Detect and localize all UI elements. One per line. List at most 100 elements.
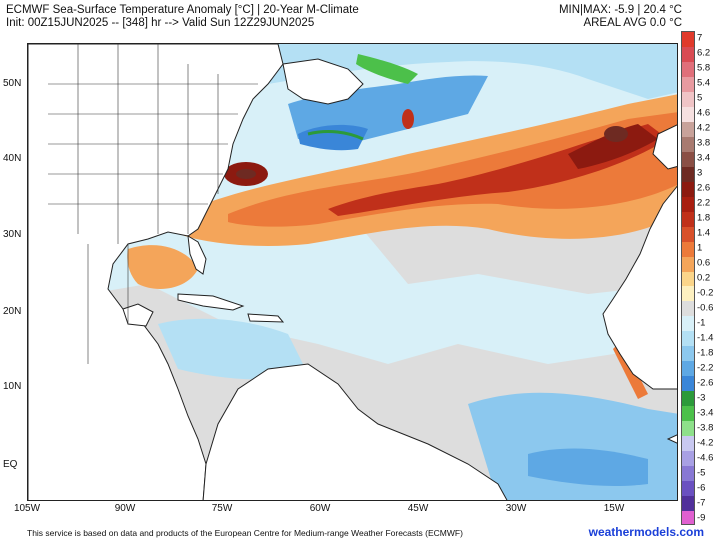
- lat-label-10n: 10N: [3, 381, 22, 392]
- colorbar-segment: [682, 136, 694, 152]
- gulf-of-guinea-coast: [666, 434, 677, 444]
- cold-anomaly-contour: [307, 130, 364, 141]
- lon-label-90w: 90W: [114, 503, 136, 514]
- colorbar-tick-label: 3: [697, 167, 703, 179]
- colorbar-tick-label: -5: [697, 467, 706, 479]
- south-atlantic-cool-core: [528, 448, 648, 487]
- gulf-of-mexico-warm: [127, 245, 198, 289]
- colorbar-segment: [682, 421, 694, 437]
- colorbar-segment: [682, 256, 694, 272]
- cuba-island: [177, 293, 245, 311]
- colorbar-segment: [682, 46, 694, 62]
- lat-label-40n: 40N: [3, 153, 22, 164]
- colorbar-tick-label: 0.6: [697, 257, 711, 269]
- iberian-peninsula: [652, 124, 677, 170]
- colorbar-segment: [682, 226, 694, 242]
- colorbar-segment: [682, 511, 694, 524]
- colorbar-segment: [682, 406, 694, 422]
- colorbar-tick-label: -3.4: [697, 407, 714, 419]
- colorbar-segment: [682, 346, 694, 362]
- colorbar-segment: [682, 466, 694, 482]
- colorbar-segment: [682, 496, 694, 511]
- colorbar-tick-label: 3.4: [697, 152, 711, 164]
- north-america-landmass: [28, 44, 284, 500]
- south-atlantic-cool: [468, 392, 677, 500]
- brand-link[interactable]: weathermodels.com: [588, 525, 704, 539]
- colorbar-tick-label: -4.6: [697, 452, 714, 464]
- map-title: ECMWF Sea-Surface Temperature Anomaly [°…: [6, 4, 359, 16]
- colorbar-tick-label: -2.2: [697, 362, 714, 374]
- colorbar-tick-label: -4.2: [697, 437, 714, 449]
- state-borders: [48, 44, 258, 364]
- colorbar-segment: [682, 331, 694, 347]
- colorbar-tick-label: -6: [697, 482, 706, 494]
- map-canvas: [28, 44, 677, 500]
- colorbar-tick-label: 4.2: [697, 122, 711, 134]
- colorbar-segment: [682, 361, 694, 377]
- colorbar-tick-label: -0.2: [697, 287, 714, 299]
- colorbar-tick-label: 1.4: [697, 227, 711, 239]
- peak-warm-center: [604, 126, 628, 142]
- colorbar-tick-label: 1: [697, 242, 703, 254]
- colorbar-tick-label: -2.6: [697, 377, 714, 389]
- yucatan-peninsula: [122, 303, 154, 327]
- ecmwf-disclaimer: This service is based on data and produc…: [27, 528, 463, 538]
- sst-anomaly-map[interactable]: [27, 43, 678, 501]
- colorbar-segment: [682, 241, 694, 257]
- lat-label-30n: 30N: [3, 229, 22, 240]
- florida-peninsula: [187, 235, 207, 275]
- colorbar-tick-label: -9: [697, 512, 706, 523]
- colorbar-segment: [682, 436, 694, 452]
- colorbar-segment: [682, 32, 694, 47]
- colorbar-tick-label: 0.2: [697, 272, 711, 284]
- lon-label-75w: 75W: [211, 503, 233, 514]
- lon-label-30w: 30W: [505, 503, 527, 514]
- maritime-canada: [282, 58, 364, 105]
- africa-landmass: [602, 185, 677, 390]
- colorbar-tick-label: 2.6: [697, 182, 711, 194]
- colorbar-segment: [682, 196, 694, 212]
- map-subtitle-init-valid: Init: 00Z15JUN2025 -- [348] hr --> Valid…: [6, 17, 315, 29]
- colorbar-tick-label: 3.8: [697, 137, 711, 149]
- gulf-stream-warm-core: [236, 169, 256, 179]
- colorbar-tick-label: 5.8: [697, 62, 711, 74]
- lat-label-50n: 50N: [3, 78, 22, 89]
- warm-anomaly-core: [228, 112, 677, 227]
- colorbar-segment: [682, 106, 694, 122]
- colorbar-tick-label: -3: [697, 392, 706, 404]
- colorbar-segment: [682, 451, 694, 467]
- colorbar-tick-label: 7: [697, 32, 703, 44]
- colorbar-tick-label: -1.4: [697, 332, 714, 344]
- warm-eddy-north: [402, 109, 414, 129]
- colorbar-segment: [682, 376, 694, 392]
- colorbar-tick-label: -3.8: [697, 422, 714, 434]
- lon-label-105w: 105W: [13, 503, 41, 514]
- colorbar-segment: [682, 481, 694, 497]
- lat-label-20n: 20N: [3, 306, 22, 317]
- colorbar-tick-label: -0.6: [697, 302, 714, 314]
- colorbar-tick-label: -7: [697, 497, 706, 509]
- areal-avg-readout: AREAL AVG 0.0 °C: [583, 17, 682, 29]
- colorbar-tick-label: -1.8: [697, 347, 714, 359]
- colorbar-legend: [681, 31, 695, 525]
- colorbar-segment: [682, 271, 694, 287]
- minmax-readout: MIN|MAX: -5.9 | 20.4 °C: [558, 4, 682, 16]
- colorbar-segment: [682, 91, 694, 107]
- colorbar-tick-label: 5: [697, 92, 703, 104]
- lat-label-eq: EQ: [3, 459, 18, 470]
- colorbar-tick-label: 2.2: [697, 197, 711, 209]
- colorbar-segment: [682, 211, 694, 227]
- lon-label-60w: 60W: [309, 503, 331, 514]
- cold-anomaly-green-patch: [356, 54, 418, 84]
- colorbar-segment: [682, 166, 694, 182]
- hispaniola-island: [247, 313, 285, 323]
- colorbar-segment: [682, 76, 694, 92]
- south-america-landmass: [202, 363, 508, 500]
- colorbar-segment: [682, 391, 694, 407]
- colorbar-tick-label: -1: [697, 317, 706, 329]
- lon-label-45w: 45W: [407, 503, 429, 514]
- colorbar-tick-label: 1.8: [697, 212, 711, 224]
- african-coast-warm: [613, 344, 648, 399]
- colorbar-segment: [682, 121, 694, 137]
- caribbean-cool: [158, 318, 308, 380]
